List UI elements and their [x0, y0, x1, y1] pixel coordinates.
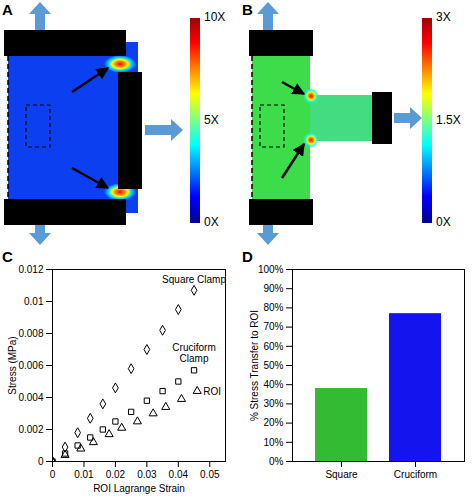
svg-text:0X: 0X — [204, 215, 219, 229]
svg-text:90%: 90% — [263, 283, 283, 294]
html-text:C: C — [2, 248, 13, 265]
svg-text:0.01: 0.01 — [74, 469, 94, 480]
svg-text:Stress (MPa): Stress (MPa) — [7, 336, 18, 394]
svg-text:0.006: 0.006 — [18, 360, 43, 371]
svg-text:0.05: 0.05 — [200, 469, 220, 480]
svg-text:0X: 0X — [436, 215, 451, 229]
svg-text:B: B — [242, 1, 253, 18]
svg-text:60%: 60% — [263, 341, 283, 352]
svg-text:0.02: 0.02 — [106, 469, 126, 480]
svg-text:0.002: 0.002 — [18, 424, 43, 435]
svg-text:5X: 5X — [204, 113, 219, 127]
svg-text:ROI Lagrange Strain: ROI Lagrange Strain — [93, 483, 185, 494]
svg-text:Cruciform: Cruciform — [394, 469, 437, 480]
svg-text:0.008: 0.008 — [18, 328, 43, 339]
svg-text:80%: 80% — [263, 302, 283, 313]
svg-text:Square Clamp: Square Clamp — [162, 274, 226, 285]
svg-text:100%: 100% — [258, 264, 284, 275]
svg-text:3X: 3X — [436, 10, 451, 24]
html-text:D: D — [242, 248, 253, 265]
svg-text:ROI: ROI — [203, 386, 221, 397]
svg-text:0: 0 — [38, 456, 44, 467]
svg-text:30%: 30% — [263, 398, 283, 409]
svg-text:10%: 10% — [263, 437, 283, 448]
svg-text:Square: Square — [325, 469, 358, 480]
svg-text:A: A — [2, 1, 13, 18]
svg-text:40%: 40% — [263, 379, 283, 390]
svg-text:0%: 0% — [269, 456, 284, 467]
svg-text:20%: 20% — [263, 417, 283, 428]
svg-text:0: 0 — [50, 469, 56, 480]
svg-text:0.012: 0.012 — [18, 264, 43, 275]
svg-text:0.004: 0.004 — [18, 392, 43, 403]
svg-text:0.01: 0.01 — [24, 296, 44, 307]
svg-text:70%: 70% — [263, 321, 283, 332]
svg-text:0.04: 0.04 — [169, 469, 189, 480]
svg-text:0.03: 0.03 — [137, 469, 157, 480]
svg-text:% Stress Transfer to ROI: % Stress Transfer to ROI — [249, 310, 260, 421]
svg-text:CruciformClamp: CruciformClamp — [172, 342, 215, 364]
svg-text:50%: 50% — [263, 360, 283, 371]
svg-text:10X: 10X — [204, 10, 225, 24]
svg-text:1.5X: 1.5X — [436, 113, 461, 127]
